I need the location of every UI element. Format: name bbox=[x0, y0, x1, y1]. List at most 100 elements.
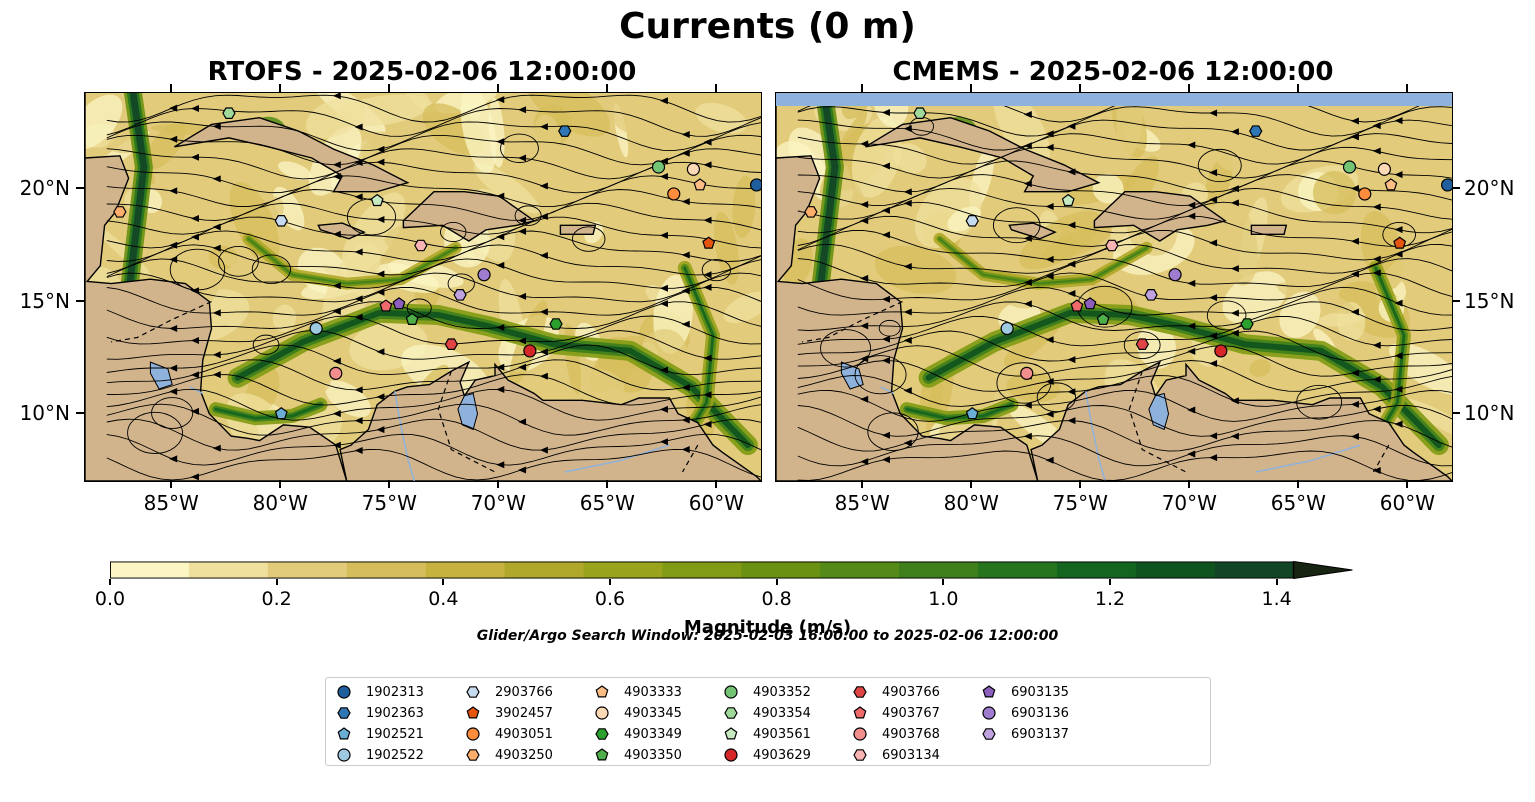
streamline-arrow bbox=[903, 188, 912, 196]
legend-item-4903333: 4903333 bbox=[594, 682, 682, 702]
streamline-arrow bbox=[659, 284, 668, 292]
streamline-arrow bbox=[1023, 432, 1032, 440]
colorbar-bin bbox=[662, 561, 742, 579]
tick-mark bbox=[1452, 187, 1460, 190]
colorbar-outline bbox=[110, 561, 1294, 579]
streamline-arrow bbox=[1023, 300, 1032, 308]
legend-label: 4903629 bbox=[753, 747, 811, 763]
colorbar-tick-mark bbox=[442, 579, 445, 585]
tick-mark bbox=[1079, 480, 1082, 488]
legend-item-4903349: 4903349 bbox=[594, 724, 682, 744]
streamline-arrow bbox=[332, 172, 341, 180]
speed-patch bbox=[325, 380, 371, 418]
streamline-arrow bbox=[1067, 260, 1076, 268]
streamline-arrow bbox=[1372, 147, 1381, 155]
streamline-arrow bbox=[1187, 201, 1196, 209]
streamline-arrow bbox=[354, 417, 363, 425]
colorbar-bin bbox=[583, 561, 663, 579]
legend-marker-1902522 bbox=[337, 748, 351, 762]
streamline-arrow bbox=[190, 153, 199, 161]
legend-item-4903767: 4903767 bbox=[852, 703, 940, 723]
streamline-arrow bbox=[1209, 360, 1218, 368]
float-marker-1902313 bbox=[1441, 178, 1452, 192]
streamline-arrow bbox=[1394, 385, 1403, 393]
speed-patch bbox=[305, 97, 365, 139]
legend-marker-1902363 bbox=[337, 707, 351, 719]
legend-label: 6903134 bbox=[882, 747, 940, 763]
streamline-arrow bbox=[860, 395, 869, 403]
eddy-streamline bbox=[996, 362, 1052, 404]
speed-patch bbox=[714, 211, 740, 285]
streamline-arrow bbox=[1372, 269, 1381, 277]
colorbar-bin bbox=[978, 561, 1058, 579]
current-jet bbox=[925, 309, 1442, 449]
float-marker-6903134 bbox=[414, 239, 428, 252]
speed-patch bbox=[272, 304, 297, 332]
streamline-arrow bbox=[881, 295, 890, 303]
float-marker-4903352 bbox=[1342, 160, 1357, 174]
streamline-arrow bbox=[539, 348, 548, 356]
streamline bbox=[797, 229, 1452, 261]
streamline-arrow bbox=[539, 446, 548, 454]
lon-label: 80°W bbox=[943, 491, 999, 515]
speed-patch bbox=[217, 253, 258, 274]
streamline-arrow bbox=[1067, 289, 1076, 297]
streamline-arrow bbox=[1394, 171, 1403, 179]
float-marker-4903767 bbox=[379, 299, 393, 312]
legend-label: 4903768 bbox=[882, 726, 940, 742]
legend-marker-4903051 bbox=[466, 727, 480, 741]
lat-label: 10°N bbox=[19, 400, 70, 425]
streamline bbox=[106, 216, 761, 249]
float-marker-4903629 bbox=[1214, 344, 1228, 358]
float-marker-4903766 bbox=[444, 338, 459, 350]
legend-label: 4903333 bbox=[624, 684, 682, 700]
float-marker-4903561 bbox=[370, 193, 384, 207]
tick-mark bbox=[1188, 84, 1191, 92]
float-legend: 1902313 1902363 1902521 1902522 2903766 39024… bbox=[325, 677, 1211, 766]
float-marker-1902313 bbox=[750, 178, 761, 192]
legend-marker-4903766 bbox=[853, 686, 867, 698]
speed-patch bbox=[85, 94, 123, 150]
streamline bbox=[797, 133, 1452, 165]
streamline-arrow bbox=[169, 324, 178, 332]
streamline-arrow bbox=[681, 251, 690, 259]
legend-label: 4903352 bbox=[753, 684, 811, 700]
colorbar-tick-mark bbox=[1275, 579, 1278, 585]
streamline bbox=[106, 448, 761, 481]
tick-mark bbox=[497, 480, 500, 488]
border bbox=[437, 370, 496, 473]
streamline-arrow bbox=[212, 244, 221, 252]
streamline bbox=[106, 272, 761, 303]
speed-patch bbox=[473, 163, 540, 214]
streamline-arrow bbox=[518, 337, 527, 345]
speed-patch bbox=[874, 245, 957, 295]
streamline-arrow bbox=[1045, 456, 1054, 464]
tick-mark bbox=[170, 84, 173, 92]
lat-label: 20°N bbox=[1464, 176, 1515, 201]
streamline-arrow bbox=[212, 371, 221, 379]
colorbar-tick-label: 1.2 bbox=[1094, 588, 1126, 610]
eddy-streamline bbox=[252, 334, 280, 355]
tick-mark bbox=[497, 84, 500, 92]
streamline-arrow bbox=[1394, 226, 1403, 234]
streamline-arrow bbox=[332, 161, 341, 169]
streamline-arrow bbox=[703, 216, 712, 224]
border bbox=[111, 301, 212, 343]
tick-mark bbox=[861, 84, 864, 92]
streamline-arrow bbox=[539, 308, 548, 316]
streamline-arrow bbox=[881, 231, 890, 239]
streamline-arrow bbox=[1209, 109, 1218, 117]
speed-patch bbox=[193, 93, 267, 115]
legend-marker-4903250 bbox=[466, 749, 480, 761]
legend-marker-4903629 bbox=[724, 748, 738, 762]
tick-mark bbox=[861, 480, 864, 488]
streamline-arrow bbox=[1045, 202, 1054, 210]
speed-patch bbox=[1033, 105, 1088, 130]
lon-label: 70°W bbox=[470, 491, 526, 515]
legend-marker-1902313 bbox=[337, 685, 351, 699]
streamline-arrow bbox=[860, 458, 869, 466]
colorbar-bin bbox=[820, 561, 900, 579]
streamline-arrow bbox=[1230, 199, 1239, 207]
eddy-streamline bbox=[218, 245, 259, 277]
current-jet bbox=[247, 237, 457, 285]
